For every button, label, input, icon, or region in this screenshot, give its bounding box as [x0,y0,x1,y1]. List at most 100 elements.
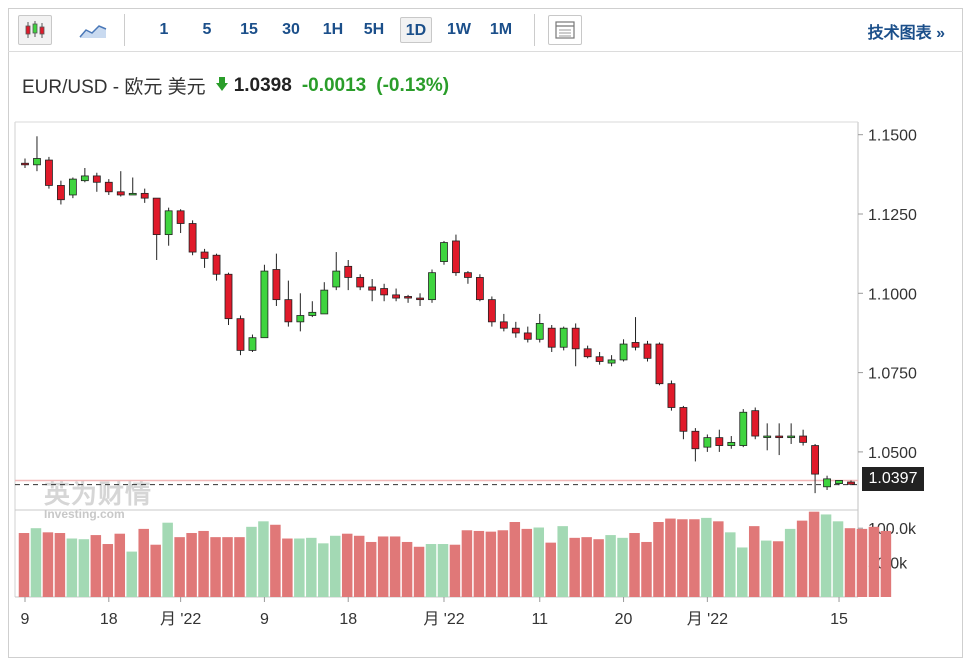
current-price-tag: 1.0397 [862,467,924,491]
volume-bar [665,518,676,597]
candle-body [116,191,125,196]
interval-button-5h[interactable]: 5H [363,21,385,38]
volume-bar [234,537,245,597]
candle-body [787,435,796,439]
volume-bar [90,535,102,597]
x-tick-label: 月 '22 [687,611,728,628]
volume-bar [186,533,197,597]
y-tick-label: 1.1250 [868,207,917,224]
candle-body [703,437,712,448]
candle-body [487,299,496,323]
volume-bar [377,536,389,597]
interval-button-5[interactable]: 5 [202,21,212,38]
candle-body [104,181,113,193]
interval-button-1d[interactable]: 1D [400,17,432,43]
interval-button-30[interactable]: 30 [282,21,300,38]
candle-body [80,175,89,182]
volume-bar [294,538,305,597]
volume-bar [329,535,341,597]
volume-bar [820,514,832,597]
technical-chart-link[interactable]: 技术图表 » [867,25,945,42]
candle-body [200,251,209,259]
volume-bar [617,537,628,597]
candlestick-icon[interactable] [18,15,52,45]
candle-body [212,254,221,275]
interval-button-15[interactable]: 15 [240,21,258,38]
candle-body [452,240,460,274]
candle-body [332,270,341,288]
volume-bar [545,542,556,597]
candle-body [595,356,604,362]
interval-button-1[interactable]: 1 [159,21,169,38]
volume-bar [18,533,30,597]
x-tick-label: 15 [830,611,848,628]
candle-body [356,277,365,288]
candle-body [392,294,401,299]
candle-body [823,478,831,488]
candle-body [164,210,173,236]
volume-bar [306,537,317,597]
volume-bar [557,526,568,597]
candle-body [21,162,29,166]
x-tick-label: 18 [100,611,118,628]
volume-bar [641,541,652,597]
candle-body [535,323,544,340]
x-tick-label: 月 '22 [423,611,464,628]
candle-body [619,343,628,361]
volume-bar [784,528,796,597]
volume-bar [389,536,401,597]
y-tick-label: 1.1000 [868,286,917,303]
volume-bar [138,528,149,597]
volume-bar [210,537,221,597]
candle-body [248,337,257,351]
candle-body [92,175,101,183]
candle-body [847,481,855,485]
volume-bar [808,511,820,597]
interval-button-1w[interactable]: 1W [447,21,471,38]
candle-body [368,286,377,291]
area-chart-icon[interactable] [76,15,110,45]
candle-body [33,158,41,166]
volume-bar [713,521,724,597]
volume-bar [437,544,449,597]
volume-bar [222,537,233,597]
candle-body [811,445,819,475]
candle-body [57,185,65,201]
volume-bar [258,521,269,597]
candle-body [655,343,664,385]
volume-bar [30,528,42,597]
volume-bar [365,541,377,597]
volume-bar [629,533,640,597]
candle-body [739,411,748,446]
interval-button-1h[interactable]: 1H [322,21,344,38]
volume-bar [796,520,808,597]
y-tick-label: 1.0500 [868,445,917,462]
volume-bar [485,531,497,597]
volume-bar [521,528,533,597]
candle-body [763,435,772,438]
x-tick-label: 9 [260,611,269,628]
volume-bar [689,519,700,597]
x-tick-label: 9 [21,611,30,628]
volume-bar [150,544,161,597]
table-view-icon[interactable] [548,15,582,45]
volume-bar [318,543,329,597]
interval-button-1m[interactable]: 1M [489,21,513,38]
candle-body [152,197,161,236]
x-tick-label: 20 [615,611,633,628]
candle-body [523,332,532,340]
volume-bar [42,532,54,597]
candle-body [320,289,329,315]
volume-bar [880,530,892,597]
candle-body [667,383,676,408]
candle-body [475,277,484,301]
volume-bar [737,547,748,597]
candle-body [631,342,640,348]
candle-body [260,270,269,339]
volume-bar [425,544,437,597]
volume-bar [725,532,736,597]
last-price: 1.0398 [233,74,292,96]
candle-body [284,299,293,323]
candle-body [691,430,700,450]
